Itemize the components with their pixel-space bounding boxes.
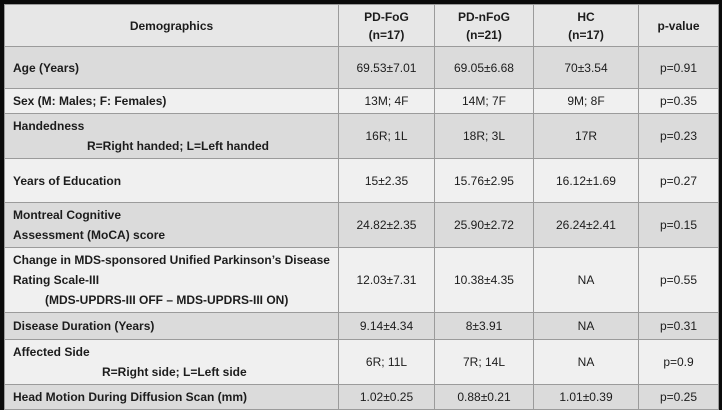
row-label-cell: Sex (M: Males; F: Females): [4, 88, 339, 114]
cell-moca-hc: 26.24±2.41: [533, 202, 639, 248]
table-row-moca: Montreal Cognitive Assessment (MoCA) sco…: [4, 202, 719, 248]
cell-side-p-value: p=0.9: [638, 339, 719, 385]
cell-motion-pd-nfog: 0.88±0.21: [434, 384, 534, 410]
cell-education-pd-fog: 15±2.35: [338, 158, 435, 203]
cell-age-p-value: p=0.91: [638, 46, 719, 89]
row-sublabel: (MDS-UPDRS-III OFF – MDS-UPDRS-III ON): [45, 293, 289, 307]
col-header-label: PD-nFoG: [458, 9, 510, 24]
cell-sex-pd-fog: 13M; 4F: [338, 88, 435, 114]
cell-duration-hc: NA: [533, 312, 639, 340]
row-label-line2: Assessment (MoCA) score: [13, 228, 166, 242]
cell-handedness-pd-fog: 16R; 1L: [338, 113, 435, 159]
row-label: Sex (M: Males; F: Females): [13, 94, 167, 108]
cell-moca-pd-nfog: 25.90±2.72: [434, 202, 534, 248]
cell-motion-p-value: p=0.25: [638, 384, 719, 410]
cell-updrs-p-value: p=0.55: [638, 247, 719, 313]
cell-duration-pd-nfog: 8±3.91: [434, 312, 534, 340]
row-label-cell: Disease Duration (Years): [4, 312, 339, 340]
row-label: Years of Education: [13, 173, 122, 188]
cell-education-hc: 16.12±1.69: [533, 158, 639, 203]
row-label: Change in MDS-sponsored Unified Parkinso…: [13, 253, 330, 267]
cell-age-pd-fog: 69.53±7.01: [338, 46, 435, 89]
cell-sex-hc: 9M; 8F: [533, 88, 639, 114]
cell-motion-hc: 1.01±0.39: [533, 384, 639, 410]
cell-updrs-hc: NA: [533, 247, 639, 313]
demographics-table: Demographics PD-FoG (n=17) PD-nFoG (n=21…: [4, 4, 719, 410]
col-header-label: PD-FoG: [364, 9, 409, 24]
header-row: Demographics PD-FoG (n=17) PD-nFoG (n=21…: [4, 4, 719, 47]
row-label: Handedness: [13, 119, 85, 133]
row-label: Head Motion During Diffusion Scan (mm): [13, 390, 247, 404]
table-row-head-motion: Head Motion During Diffusion Scan (mm) 1…: [4, 384, 719, 410]
cell-handedness-hc: 17R: [533, 113, 639, 159]
cell-side-pd-nfog: 7R; 14L: [434, 339, 534, 385]
cell-side-hc: NA: [533, 339, 639, 385]
cell-handedness-p-value: p=0.23: [638, 113, 719, 159]
table-row-affected-side: Affected Side R=Right side; L=Left side …: [4, 339, 719, 385]
cell-education-p-value: p=0.27: [638, 158, 719, 203]
row-label: Affected Side: [13, 345, 90, 359]
cell-sex-pd-nfog: 14M; 7F: [434, 88, 534, 114]
col-header-sublabel: (n=17): [368, 27, 405, 42]
table-row-updrs-change: Change in MDS-sponsored Unified Parkinso…: [4, 247, 719, 313]
col-header-sublabel: (n=21): [466, 27, 502, 42]
col-header-pd-nfog: PD-nFoG (n=21): [434, 4, 534, 47]
row-sublabel: R=Right handed; L=Left handed: [87, 139, 269, 153]
cell-updrs-pd-fog: 12.03±7.31: [338, 247, 435, 313]
row-label-cell: Years of Education: [4, 158, 339, 203]
col-header-sublabel: (n=17): [568, 27, 604, 42]
col-header-label: p-value: [657, 18, 700, 33]
cell-updrs-pd-nfog: 10.38±4.35: [434, 247, 534, 313]
table-row-age: Age (Years) 69.53±7.01 69.05±6.68 70±3.5…: [4, 46, 719, 89]
table-row-sex: Sex (M: Males; F: Females) 13M; 4F 14M; …: [4, 88, 719, 114]
col-header-pd-fog: PD-FoG (n=17): [338, 4, 435, 47]
cell-age-hc: 70±3.54: [533, 46, 639, 89]
cell-motion-pd-fog: 1.02±0.25: [338, 384, 435, 410]
cell-duration-p-value: p=0.31: [638, 312, 719, 340]
cell-sex-p-value: p=0.35: [638, 88, 719, 114]
table-row-duration: Disease Duration (Years) 9.14±4.34 8±3.9…: [4, 312, 719, 340]
row-label-cell: Affected Side R=Right side; L=Left side: [4, 339, 339, 385]
row-label-cell: Handedness R=Right handed; L=Left handed: [4, 113, 339, 159]
col-header-label: Demographics: [129, 18, 214, 33]
row-sublabel: R=Right side; L=Left side: [102, 365, 247, 379]
row-label-cell: Age (Years): [4, 46, 339, 89]
cell-moca-pd-fog: 24.82±2.35: [338, 202, 435, 248]
row-label: Montreal Cognitive: [13, 208, 122, 222]
cell-handedness-pd-nfog: 18R; 3L: [434, 113, 534, 159]
cell-education-pd-nfog: 15.76±2.95: [434, 158, 534, 203]
row-label-line2: Rating Scale-III: [13, 273, 100, 287]
col-header-label: HC: [577, 9, 595, 24]
col-header-demographics: Demographics: [4, 4, 339, 47]
row-label: Age (Years): [13, 60, 80, 75]
cell-duration-pd-fog: 9.14±4.34: [338, 312, 435, 340]
table-row-handedness: Handedness R=Right handed; L=Left handed…: [4, 113, 719, 159]
table-row-education: Years of Education 15±2.35 15.76±2.95 16…: [4, 158, 719, 203]
row-label: Disease Duration (Years): [13, 319, 155, 333]
row-label-cell: Head Motion During Diffusion Scan (mm): [4, 384, 339, 410]
cell-side-pd-fog: 6R; 11L: [338, 339, 435, 385]
cell-age-pd-nfog: 69.05±6.68: [434, 46, 534, 89]
row-label-cell: Montreal Cognitive Assessment (MoCA) sco…: [4, 202, 339, 248]
col-header-hc: HC (n=17): [533, 4, 639, 47]
col-header-p-value: p-value: [638, 4, 719, 47]
cell-moca-p-value: p=0.15: [638, 202, 719, 248]
row-label-cell: Change in MDS-sponsored Unified Parkinso…: [4, 247, 339, 313]
